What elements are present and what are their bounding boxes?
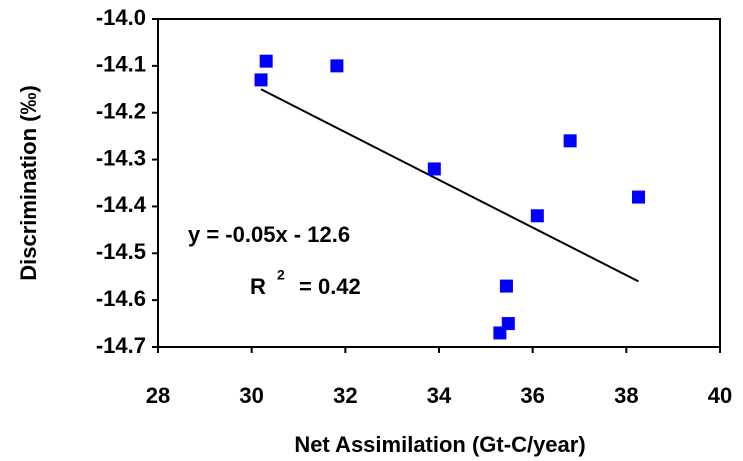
point [632, 190, 646, 204]
point [259, 54, 273, 68]
trendline [260, 88, 639, 283]
point [530, 209, 544, 223]
y-tick-label: -14.6 [96, 286, 146, 311]
point [427, 162, 441, 176]
r2-value: = 0.42 [299, 274, 361, 299]
point [493, 326, 507, 340]
y-axis-label: Discrimination (‰) [16, 85, 41, 281]
y-tick-label: -14.5 [96, 239, 146, 264]
x-tick-label: 32 [333, 383, 357, 408]
y-tick-label: -14.4 [96, 192, 147, 217]
x-tick-label: 38 [614, 383, 638, 408]
x-tick-label: 34 [427, 383, 452, 408]
plot-area [157, 18, 721, 348]
y-tick-label: -14.2 [96, 99, 146, 124]
point [254, 73, 268, 87]
r2-exponent: 2 [277, 267, 285, 283]
equation: y = -0.05x - 12.6 [188, 222, 350, 247]
r2-base: R [250, 274, 266, 299]
point [563, 134, 577, 148]
x-tick-label: 40 [708, 383, 732, 408]
x-tick-label: 30 [239, 383, 263, 408]
x-tick-label: 36 [520, 383, 544, 408]
y-tick-label: -14.3 [96, 145, 146, 170]
y-tick-label: -14.1 [96, 52, 146, 77]
x-tick-label: 28 [146, 383, 170, 408]
point [330, 59, 344, 73]
y-tick-label: -14.7 [96, 333, 146, 358]
point [499, 279, 513, 293]
x-axis-label: Net Assimilation (Gt-C/year) [294, 432, 585, 457]
y-tick-label: -14.0 [96, 5, 146, 30]
